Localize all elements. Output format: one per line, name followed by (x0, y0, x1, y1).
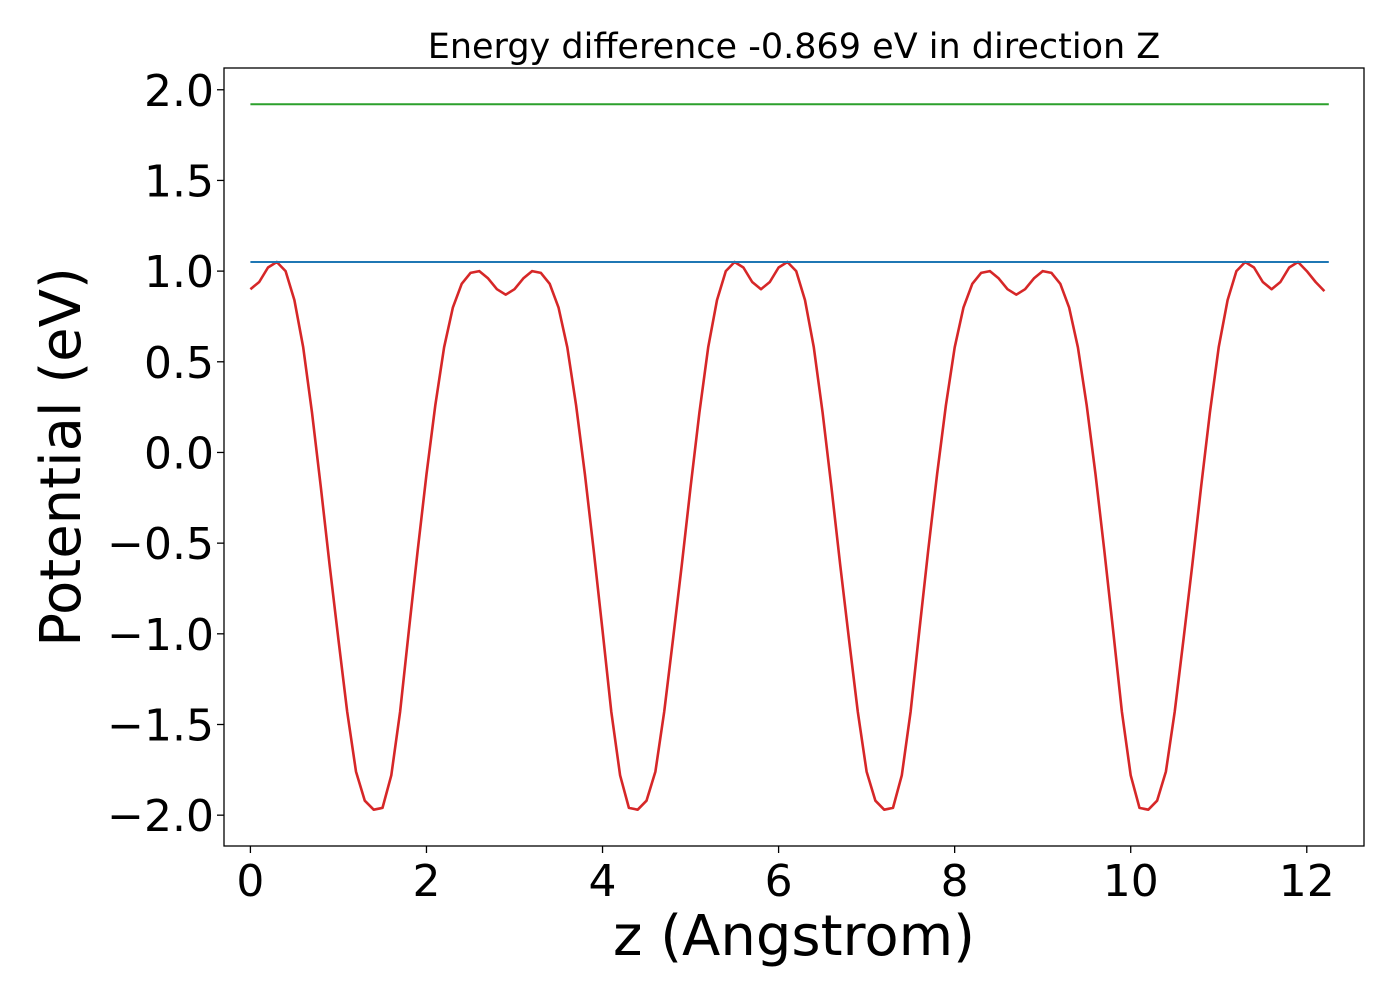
x-tick-label: 10 (1103, 856, 1159, 907)
y-tick-label: −0.5 (107, 519, 214, 570)
plot-frame (223, 67, 1365, 847)
y-tick-label: 2.0 (144, 66, 214, 117)
x-axis-label: z (Angstrom) (613, 904, 975, 969)
y-tick-label: −2.0 (107, 791, 214, 842)
x-tick-label: 0 (236, 856, 264, 907)
y-axis-label: Potential (eV) (29, 267, 94, 647)
chart-title: Energy difference -0.869 eV in direction… (428, 27, 1161, 67)
y-tick-label: 0.5 (144, 338, 214, 389)
x-tick-label: 12 (1279, 856, 1335, 907)
x-tick-label: 6 (765, 856, 793, 907)
y-tick-label: −1.5 (107, 700, 214, 751)
y-tick-label: 1.0 (144, 247, 214, 298)
y-tick-label: 1.5 (144, 156, 214, 207)
y-axis-ticks: −2.0 −1.5 −1.0 −0.5 0.0 0.5 1.0 1.5 2.0 (107, 66, 224, 842)
y-tick-label: −1.0 (107, 610, 214, 661)
y-tick-label: 0.0 (144, 428, 214, 479)
series-layer (249, 103, 1329, 812)
x-tick-label: 2 (412, 856, 440, 907)
x-tick-label: 8 (941, 856, 969, 907)
x-axis-ticks: 0 2 4 6 8 10 12 (236, 846, 1335, 907)
x-tick-label: 4 (589, 856, 617, 907)
